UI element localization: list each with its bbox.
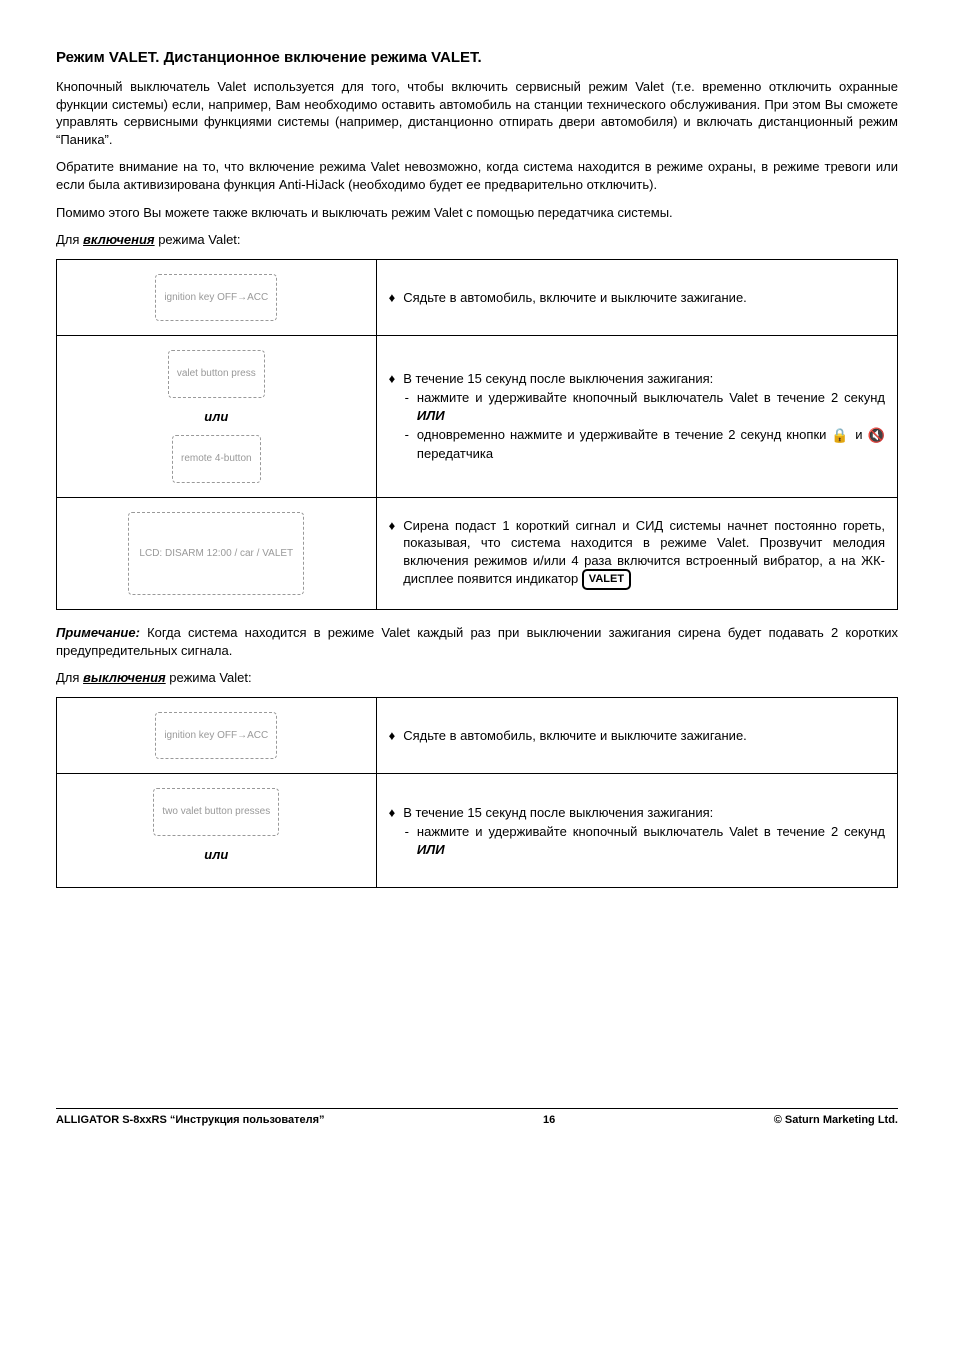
footer-left: ALLIGATOR S-8xxRS “Инструкция пользовате… xyxy=(56,1113,325,1128)
table-row: ignition key OFF→ACC ♦Сядьте в автомобил… xyxy=(57,697,898,774)
page-footer: ALLIGATOR S-8xxRS “Инструкция пользовате… xyxy=(56,1108,898,1128)
valet-badge-icon: VALET xyxy=(582,569,631,590)
paragraph-2: Обратите внимание на то, что включение р… xyxy=(56,158,898,193)
disable-label: Для выключения режима Valet: xyxy=(56,669,898,687)
lcd-display-icon: LCD: DISARM 12:00 / car / VALET xyxy=(128,512,304,596)
two-valet-buttons-icon: two valet button presses xyxy=(153,788,279,836)
step-illustration-cell: valet button press или remote 4-button xyxy=(57,336,377,498)
step-illustration-cell: LCD: DISARM 12:00 / car / VALET xyxy=(57,497,377,610)
paragraph-1: Кнопочный выключатель Valet используется… xyxy=(56,78,898,148)
footer-center: 16 xyxy=(543,1113,555,1128)
table-row: valet button press или remote 4-button ♦… xyxy=(57,336,898,498)
step-text-cell: ♦Сядьте в автомобиль, включите и выключи… xyxy=(376,697,897,774)
ignition-key-icon: ignition key OFF→ACC xyxy=(155,712,277,760)
table-row: two valet button presses или ♦В течение … xyxy=(57,774,898,888)
enable-label: Для включения режима Valet: xyxy=(56,231,898,249)
note-paragraph: Примечание: Когда система находится в ре… xyxy=(56,624,898,659)
page-heading: Режим VALET. Дистанционное включение реж… xyxy=(56,48,898,68)
or-label: или xyxy=(69,408,364,426)
table-row: LCD: DISARM 12:00 / car / VALET ♦Сирена … xyxy=(57,497,898,610)
ignition-key-icon: ignition key OFF→ACC xyxy=(155,274,277,322)
enable-steps-table: ignition key OFF→ACC ♦Сядьте в автомобил… xyxy=(56,259,898,611)
step-illustration-cell: ignition key OFF→ACC xyxy=(57,697,377,774)
remote-icon: remote 4-button xyxy=(172,435,261,483)
step-text-cell: ♦В течение 15 секунд после выключения за… xyxy=(376,336,897,498)
footer-right: © Saturn Marketing Ltd. xyxy=(774,1113,898,1128)
step-illustration-cell: ignition key OFF→ACC xyxy=(57,259,377,336)
step-illustration-cell: two valet button presses или xyxy=(57,774,377,888)
valet-button-icon: valet button press xyxy=(168,350,265,398)
paragraph-3: Помимо этого Вы можете также включать и … xyxy=(56,204,898,222)
step-text-cell: ♦Сядьте в автомобиль, включите и выключи… xyxy=(376,259,897,336)
or-label: или xyxy=(69,846,364,864)
step-text-cell: ♦Сирена подаст 1 короткий сигнал и СИД с… xyxy=(376,497,897,610)
speaker-mute-icon: 🔇 xyxy=(868,428,885,444)
step-text-cell: ♦В течение 15 секунд после выключения за… xyxy=(376,774,897,888)
disable-steps-table: ignition key OFF→ACC ♦Сядьте в автомобил… xyxy=(56,697,898,889)
table-row: ignition key OFF→ACC ♦Сядьте в автомобил… xyxy=(57,259,898,336)
lock-icon: 🔒 xyxy=(831,428,850,444)
